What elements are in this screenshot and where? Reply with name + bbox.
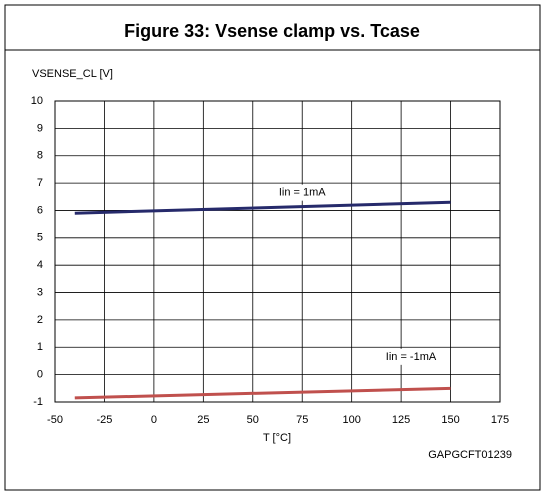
series-label-bg [379,348,443,365]
y-tick-label: 9 [37,122,43,134]
x-tick-label: -50 [47,414,63,426]
figure-code: GAPGCFT01239 [428,449,512,461]
x-tick-label: -25 [96,414,112,426]
x-tick-label: 150 [441,414,459,426]
x-tick-label: 0 [151,414,157,426]
x-tick-label: 175 [491,414,509,426]
x-tick-label: 75 [296,414,308,426]
y-tick-label: 2 [37,314,43,326]
series-line [74,200,451,215]
series-line [74,386,451,400]
y-tick-label: 10 [31,95,43,107]
y-tick-label: 0 [37,369,43,381]
x-tick-label: 100 [342,414,360,426]
x-tick-label: 125 [392,414,410,426]
y-tick-label: 3 [37,286,43,298]
y-tick-label: 4 [37,259,43,271]
y-tick-label: -1 [33,396,43,408]
chart-title: Figure 33: Vsense clamp vs. Tcase [124,21,420,41]
x-tick-label: 50 [247,414,259,426]
plot-border [54,100,501,403]
y-tick-label: 1 [37,341,43,353]
x-axis-label: T [°C] [263,432,291,444]
y-tick-label: 5 [37,232,43,244]
series-label: Iin = 1mA [279,187,326,199]
series-label: Iin = -1mA [386,351,437,363]
y-tick-label: 7 [37,177,43,189]
y-tick-label: 8 [37,150,43,162]
series-label-bg [270,184,335,201]
y-tick-label: 6 [37,204,43,216]
frame [4,4,541,491]
x-tick-label: 25 [197,414,209,426]
y-axis-label: VSENSE_CL [V] [32,68,113,80]
